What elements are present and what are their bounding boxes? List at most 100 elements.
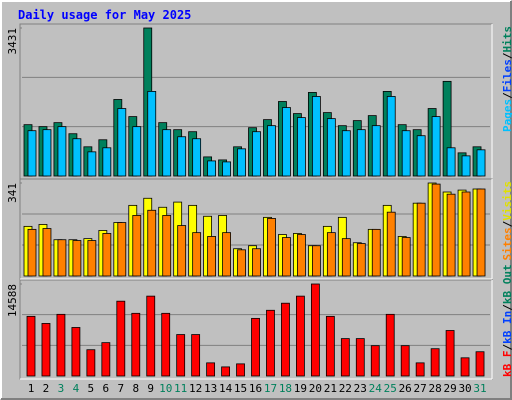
- bar: [72, 138, 82, 177]
- bar: [101, 342, 111, 377]
- bar: [416, 202, 426, 277]
- x-tick-label: 20: [309, 382, 322, 395]
- legend-entry: Files: [501, 59, 512, 92]
- bar: [297, 234, 306, 277]
- bar: [446, 147, 456, 177]
- bar: [147, 91, 157, 177]
- legend-separator: /: [501, 52, 512, 59]
- x-tick-label: 8: [132, 382, 139, 395]
- x-tick-label: 3: [58, 382, 65, 395]
- bar: [385, 313, 395, 377]
- bar: [252, 248, 261, 277]
- bar: [132, 126, 142, 177]
- bar: [326, 118, 336, 177]
- x-tick-label: 24: [369, 382, 383, 395]
- x-tick-label: 4: [73, 382, 80, 395]
- x-tick-label: 19: [294, 382, 307, 395]
- x-tick-label: 22: [339, 382, 352, 395]
- bar: [476, 149, 486, 177]
- x-tick-label: 26: [399, 382, 412, 395]
- x-tick-label: 13: [204, 382, 217, 395]
- bar: [42, 228, 52, 277]
- bar: [370, 345, 380, 377]
- bar: [207, 160, 217, 177]
- x-tick-label: 17: [264, 382, 277, 395]
- x-tick-label: 21: [324, 382, 337, 395]
- bar: [341, 130, 351, 177]
- bar: [117, 222, 127, 277]
- x-tick-label: 30: [458, 382, 471, 395]
- bar: [27, 130, 37, 177]
- x-tick-label: 10: [159, 382, 172, 395]
- bar: [311, 245, 321, 277]
- bar: [177, 225, 187, 277]
- bar: [281, 302, 290, 377]
- bar: [162, 215, 172, 277]
- x-tick-label: 23: [354, 382, 367, 395]
- bar: [460, 357, 470, 377]
- bar: [356, 129, 366, 177]
- bar: [131, 312, 141, 377]
- bar: [282, 107, 291, 177]
- bar: [297, 117, 306, 177]
- bar: [162, 129, 172, 177]
- x-tick-label: 25: [384, 382, 397, 395]
- chart-title: Daily usage for May 2025: [18, 8, 191, 22]
- bar: [57, 239, 67, 277]
- x-tick-label: 15: [234, 382, 247, 395]
- bar: [41, 323, 51, 377]
- x-tick-label: 28: [429, 382, 442, 395]
- bar: [87, 151, 97, 177]
- bar: [132, 215, 142, 277]
- legend-entry: kB F: [501, 351, 512, 378]
- x-tick-label: 11: [174, 382, 187, 395]
- legend-entry: Pages: [501, 99, 512, 132]
- bar: [222, 161, 231, 177]
- bar: [416, 135, 426, 177]
- x-tick-label: 7: [117, 382, 124, 395]
- bar: [401, 130, 411, 177]
- bar: [147, 209, 157, 277]
- bar: [341, 238, 351, 277]
- x-tick-label: 29: [443, 382, 456, 395]
- bar: [117, 108, 127, 177]
- bar: [86, 349, 96, 377]
- bar: [461, 191, 471, 277]
- legend: Sites/Visits: [501, 181, 512, 261]
- bar: [116, 300, 126, 377]
- bar: [476, 188, 486, 277]
- bar: [57, 126, 67, 177]
- bar: [207, 236, 217, 277]
- legend-separator: /: [501, 92, 512, 99]
- bar: [326, 232, 336, 277]
- bar: [267, 218, 276, 277]
- bar: [191, 334, 201, 377]
- bar: [176, 334, 186, 377]
- x-tick-label: 16: [249, 382, 262, 395]
- legend: Pages/Files/Hits: [501, 26, 512, 132]
- bar: [177, 136, 187, 177]
- y-tick-label: 14588: [6, 284, 19, 317]
- bar: [222, 232, 231, 277]
- bar: [146, 295, 156, 377]
- x-tick-label: 1: [28, 382, 35, 395]
- bar: [42, 129, 52, 177]
- y-tick-label: 341: [6, 183, 19, 203]
- bar: [475, 351, 485, 377]
- bar: [431, 183, 441, 277]
- x-tick-label: 27: [414, 382, 427, 395]
- legend-entry: kB Out: [501, 264, 512, 304]
- bar: [26, 315, 36, 377]
- bar: [296, 295, 305, 377]
- bar: [27, 228, 37, 277]
- y-tick-label: 3431: [6, 28, 19, 55]
- bar: [252, 131, 261, 177]
- bar: [431, 116, 441, 177]
- bar: [340, 338, 350, 377]
- bar: [282, 237, 291, 277]
- bar: [192, 232, 202, 277]
- x-tick-label: 5: [88, 382, 95, 395]
- x-tick-label: 6: [103, 382, 110, 395]
- bar: [87, 240, 97, 277]
